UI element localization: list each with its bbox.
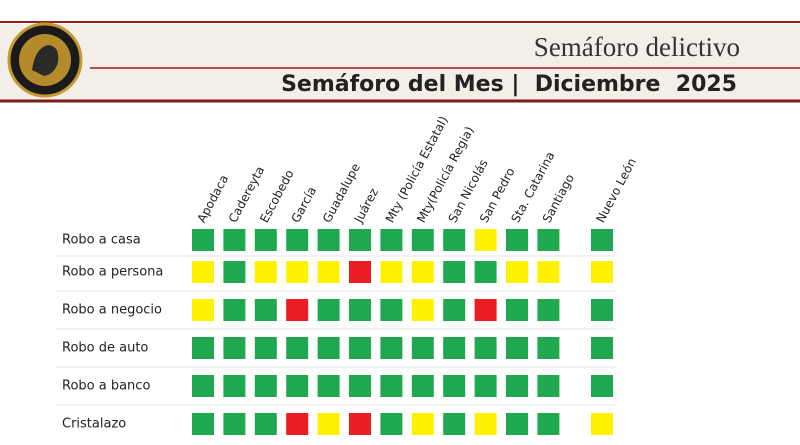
status-cell (349, 375, 371, 397)
status-cell (380, 413, 403, 435)
status-cell (349, 337, 371, 359)
status-cell (411, 261, 434, 283)
status-cell (192, 261, 214, 283)
status-cell (254, 299, 277, 321)
status-cell (349, 413, 371, 435)
header-band (0, 24, 800, 100)
status-cell (317, 413, 340, 435)
title: Semáforo delictivo (534, 32, 740, 62)
status-cell (591, 337, 613, 359)
status-cell (349, 299, 371, 321)
status-cell (443, 261, 466, 283)
status-cell (192, 229, 214, 251)
status-cell (537, 375, 560, 397)
row-label: Cristalazo (62, 417, 126, 432)
status-cell (506, 375, 528, 397)
status-cell (443, 337, 466, 359)
status-cell (591, 299, 613, 321)
status-cell (443, 229, 466, 251)
status-cell (192, 375, 214, 397)
status-cell (286, 299, 309, 321)
status-cell (411, 375, 434, 397)
status-cell (591, 413, 613, 435)
status-cell (474, 375, 497, 397)
status-cell (223, 229, 246, 251)
status-cell (537, 299, 560, 321)
status-cell (443, 375, 466, 397)
status-cell (380, 229, 403, 251)
status-cell (223, 375, 246, 397)
status-cell (380, 299, 403, 321)
status-cell (380, 337, 403, 359)
status-cell (411, 229, 434, 251)
status-cell (223, 337, 246, 359)
status-cell (474, 299, 497, 321)
status-cell (254, 229, 277, 251)
status-cell (506, 229, 528, 251)
status-cell (537, 261, 560, 283)
status-cell (317, 261, 340, 283)
status-cell (254, 337, 277, 359)
status-cell (286, 229, 309, 251)
row-label: Robo a casa (62, 233, 141, 248)
status-cell (506, 299, 528, 321)
status-cell (254, 375, 277, 397)
row-label: Robo de auto (62, 341, 148, 356)
status-cell (443, 299, 466, 321)
status-cell (506, 261, 528, 283)
status-cell (411, 413, 434, 435)
status-cell (411, 337, 434, 359)
status-cell (223, 413, 246, 435)
status-cell (474, 337, 497, 359)
row-label: Robo a banco (62, 379, 150, 394)
status-cell (286, 337, 309, 359)
status-cell (349, 229, 371, 251)
status-cell (537, 337, 560, 359)
status-cell (591, 261, 613, 283)
status-cell (537, 413, 560, 435)
status-cell (192, 337, 214, 359)
status-cell (506, 337, 528, 359)
status-cell (537, 229, 560, 251)
status-cell (317, 229, 340, 251)
status-cell (591, 375, 613, 397)
status-cell (443, 413, 466, 435)
row-label: Robo a persona (62, 265, 163, 280)
status-cell (380, 375, 403, 397)
status-cell (286, 375, 309, 397)
status-cell (223, 261, 246, 283)
status-cell (411, 299, 434, 321)
status-cell (317, 337, 340, 359)
status-cell (286, 261, 309, 283)
status-cell (317, 375, 340, 397)
status-cell (474, 261, 497, 283)
status-cell (192, 299, 214, 321)
subtitle: Semáforo del Mes | Diciembre 2025 (281, 72, 737, 97)
status-cell (474, 229, 497, 251)
row-label: Robo a negocio (62, 303, 162, 318)
status-cell (254, 413, 277, 435)
status-cell (474, 413, 497, 435)
status-cell (192, 413, 214, 435)
status-cell (317, 299, 340, 321)
status-cell (254, 261, 277, 283)
status-cell (286, 413, 309, 435)
status-cell (223, 299, 246, 321)
status-cell (506, 413, 528, 435)
status-cell (349, 261, 371, 283)
logo (7, 22, 83, 98)
status-cell (380, 261, 403, 283)
status-cell (591, 229, 613, 251)
